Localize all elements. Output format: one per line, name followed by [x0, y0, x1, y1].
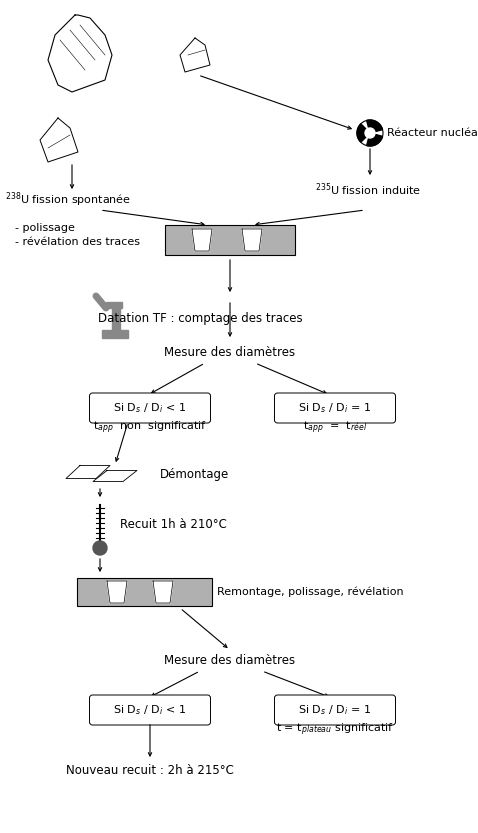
Bar — [165, 225, 295, 255]
Text: Si D$_s$ / D$_i$ < 1: Si D$_s$ / D$_i$ < 1 — [113, 402, 186, 415]
FancyBboxPatch shape — [89, 393, 210, 423]
Text: Si D$_s$ / D$_i$ < 1: Si D$_s$ / D$_i$ < 1 — [113, 703, 186, 717]
Text: Démontage: Démontage — [160, 467, 229, 481]
Text: Réacteur nucléa: Réacteur nucléa — [387, 128, 478, 138]
Text: Datation TF : comptage des traces: Datation TF : comptage des traces — [98, 312, 302, 325]
FancyBboxPatch shape — [274, 393, 395, 423]
Text: Mesure des diamètres: Mesure des diamètres — [164, 346, 295, 358]
Polygon shape — [367, 120, 382, 133]
FancyBboxPatch shape — [274, 695, 395, 725]
Bar — [77, 578, 213, 606]
Polygon shape — [112, 308, 120, 330]
Text: Recuit 1h à 210°C: Recuit 1h à 210°C — [120, 518, 227, 531]
Polygon shape — [102, 330, 128, 338]
Circle shape — [365, 128, 375, 138]
Text: - polissage: - polissage — [15, 223, 75, 233]
FancyBboxPatch shape — [89, 695, 210, 725]
Polygon shape — [192, 229, 212, 251]
Text: Nouveau recuit : 2h à 215°C: Nouveau recuit : 2h à 215°C — [66, 764, 234, 776]
Text: - révélation des traces: - révélation des traces — [15, 237, 140, 247]
Text: Si D$_s$ / D$_i$ = 1: Si D$_s$ / D$_i$ = 1 — [298, 703, 371, 717]
Text: t = t$_{plateau}$ significatif: t = t$_{plateau}$ significatif — [276, 722, 394, 738]
Polygon shape — [107, 581, 127, 603]
Polygon shape — [48, 15, 112, 92]
Polygon shape — [106, 302, 122, 308]
Circle shape — [93, 541, 107, 555]
Text: Remontage, polissage, révélation: Remontage, polissage, révélation — [217, 586, 404, 597]
Polygon shape — [66, 466, 110, 478]
Text: $^{235}$U fission induite: $^{235}$U fission induite — [315, 182, 421, 198]
Polygon shape — [93, 471, 137, 481]
Polygon shape — [40, 118, 78, 162]
Polygon shape — [180, 38, 210, 72]
Text: t$_{app}$  =  t$_{réel}$: t$_{app}$ = t$_{réel}$ — [303, 420, 367, 436]
Text: Si D$_s$ / D$_i$ = 1: Si D$_s$ / D$_i$ = 1 — [298, 402, 371, 415]
Text: Mesure des diamètres: Mesure des diamètres — [164, 655, 295, 667]
Text: $^{238}$U fission spontanée: $^{238}$U fission spontanée — [5, 191, 131, 209]
Text: t$_{app}$  non  significatif: t$_{app}$ non significatif — [93, 420, 207, 436]
Polygon shape — [242, 229, 262, 251]
Polygon shape — [367, 133, 382, 146]
Polygon shape — [153, 581, 173, 603]
Polygon shape — [357, 124, 370, 142]
